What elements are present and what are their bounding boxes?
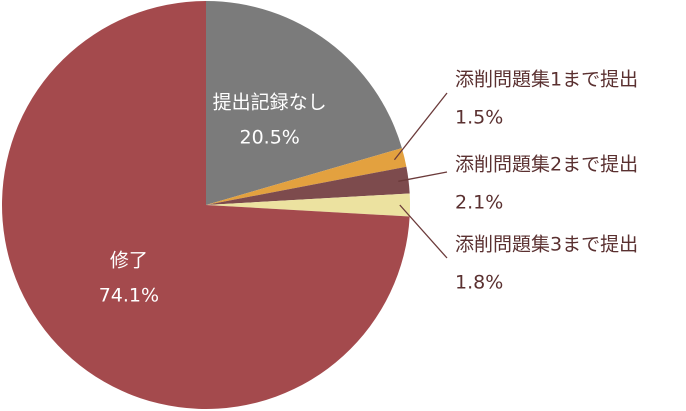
- pie-slice: [206, 193, 410, 217]
- slice-label: 修了: [110, 249, 148, 271]
- slice-label: 添削問題集1まで提出: [455, 69, 638, 91]
- slice-value: 2.1%: [455, 192, 503, 214]
- slice-label: 添削問題集3まで提出: [455, 234, 638, 256]
- pie-slice: [206, 166, 410, 205]
- slice-value: 1.8%: [455, 272, 503, 294]
- slice-label: 添削問題集2まで提出: [455, 154, 638, 176]
- slice-label: 提出記録なし: [213, 92, 327, 114]
- leader-line: [393, 92, 448, 161]
- pie-slice: [206, 148, 407, 205]
- slice-value: 74.1%: [99, 284, 159, 306]
- pie-slice: [2, 1, 410, 409]
- pie-slice: [206, 1, 402, 205]
- slice-value: 1.5%: [455, 107, 503, 129]
- leader-line: [399, 204, 448, 259]
- slice-value: 20.5%: [240, 127, 300, 149]
- leader-line: [398, 171, 448, 182]
